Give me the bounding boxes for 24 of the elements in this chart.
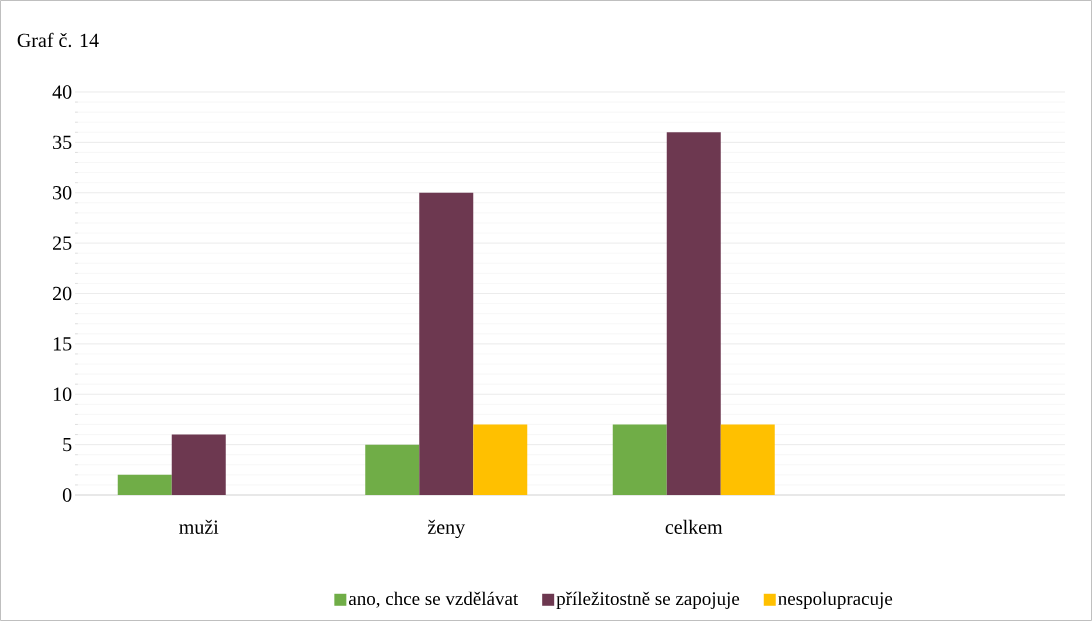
x-tick-label: muži [179,519,219,534]
bar [612,424,667,495]
chart-title: Graf č. 14 [17,32,99,48]
legend-label: nespolupracuje [778,591,893,609]
y-tick-label: 15 [53,337,72,351]
y-tick-label: 30 [53,186,72,200]
legend-label: příležitostně se zapojuje [556,591,740,609]
y-tick-label: 35 [53,135,72,150]
bar [720,424,775,495]
x-tick-label: ženy [427,519,466,539]
bar [666,132,721,495]
y-tick-label: 0 [62,488,72,502]
x-tick-label: celkem [665,519,723,534]
bar [171,434,226,495]
bar [117,474,172,495]
bar [419,192,474,495]
y-tick-label: 40 [52,85,72,99]
bar [365,444,420,495]
bar [473,424,528,495]
y-tick-label: 20 [53,286,72,301]
y-tick-label: 5 [63,437,72,452]
legend-label: ano, chce se vzdělávat [349,591,519,608]
y-tick-label: 25 [53,236,72,250]
y-tick-label: 10 [53,387,72,402]
